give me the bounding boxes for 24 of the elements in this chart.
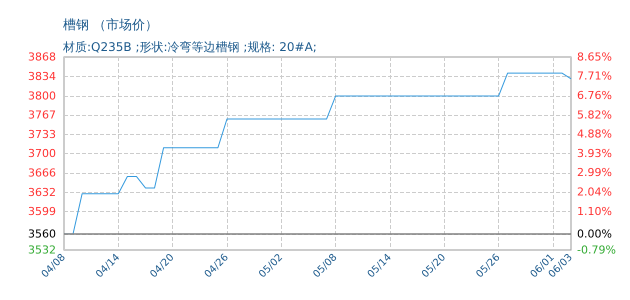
y-tick-label: 3767: [28, 108, 56, 122]
y-tick-label: 3834: [28, 70, 56, 84]
y2-tick-label: 4.88%: [577, 128, 612, 141]
y-tick-label: 3733: [28, 128, 56, 142]
y-tick-label: 3666: [28, 166, 56, 180]
y2-tick-label: 2.04%: [577, 186, 612, 199]
y2-tick-label: 3.93%: [577, 147, 612, 160]
y-tick-label: 3700: [28, 147, 56, 160]
y2-tick-label: 1.10%: [577, 204, 612, 218]
y2-tick-label: 2.99%: [577, 166, 612, 180]
y2-tick-label: 0.00%: [577, 227, 612, 240]
y-tick-label: 3868: [28, 50, 56, 64]
chart-title: 槽钢 （市场价）: [63, 18, 158, 33]
y2-tick-label: 5.82%: [577, 108, 612, 122]
y-tick-label: 3800: [28, 90, 56, 103]
y2-tick-label: -0.79%: [577, 244, 616, 256]
y-tick-label: 3599: [28, 205, 56, 218]
y-tick-label: 3532: [28, 244, 56, 256]
y2-tick-label: 8.65%: [577, 50, 612, 64]
y2-tick-label: 7.71%: [577, 70, 612, 83]
y-tick-label: 3632: [28, 186, 56, 200]
y-tick-label: 3560: [28, 227, 56, 240]
y2-tick-label: 6.76%: [577, 89, 612, 102]
chart-subtitle: 材质:Q235B ;形状:冷弯等边槽钢 ;规格: 20#A;: [62, 40, 317, 54]
